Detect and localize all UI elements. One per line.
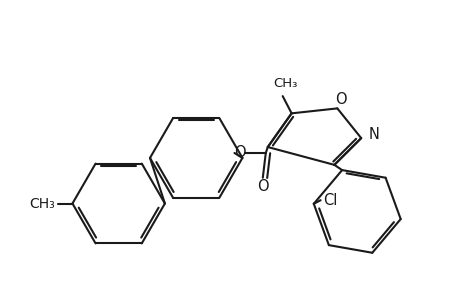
Text: N: N <box>368 127 379 142</box>
Text: O: O <box>335 92 346 107</box>
Text: CH₃: CH₃ <box>29 196 55 211</box>
Text: O: O <box>257 179 268 194</box>
Text: O: O <box>234 146 245 160</box>
Text: Cl: Cl <box>323 193 337 208</box>
Text: CH₃: CH₃ <box>272 76 297 90</box>
